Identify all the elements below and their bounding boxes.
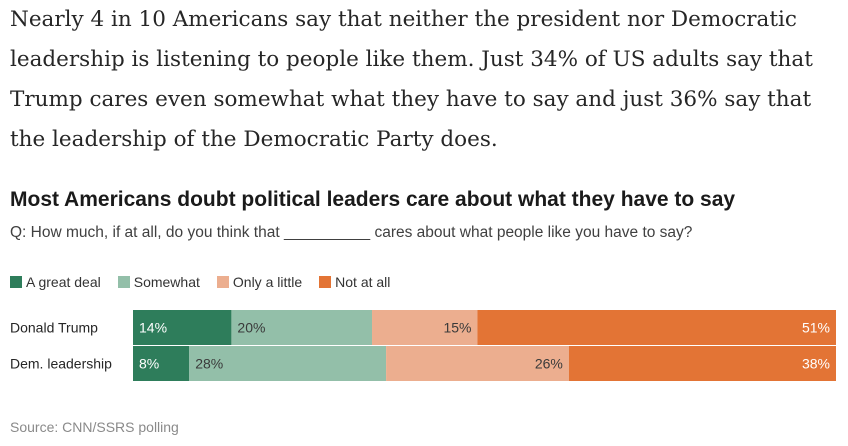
- data-label-dem-leadership-only-a-little: 26%: [535, 356, 563, 372]
- data-label-dem-leadership-a-great-deal: 8%: [139, 356, 159, 372]
- bar-donald-trump-only-a-little: [372, 310, 478, 345]
- legend-swatch-not-at-all: [319, 276, 332, 288]
- legend-item-great-deal: A great deal: [10, 274, 101, 290]
- data-label-donald-trump-somewhat: 20%: [237, 320, 265, 336]
- chart-question: Q: How much, if at all, do you think tha…: [10, 224, 693, 241]
- bar-dem-leadership-only-a-little: [386, 346, 569, 381]
- bar-dem-leadership-not-at-all: [568, 346, 836, 381]
- legend-item-only-a-little: Only a little: [216, 274, 303, 290]
- category-label-donald-trump: Donald Trump: [10, 320, 98, 336]
- data-label-donald-trump-a-great-deal: 14%: [139, 320, 167, 336]
- category-label-dem-leadership: Dem. leadership: [10, 356, 112, 372]
- legend-label-somewhat: Somewhat: [133, 274, 200, 290]
- data-label-donald-trump-only-a-little: 15%: [443, 320, 471, 336]
- legend-label-great-deal: A great deal: [26, 274, 101, 290]
- bar-dem-leadership-a-great-deal: [133, 346, 190, 381]
- legend-item-somewhat: Somewhat: [117, 274, 200, 290]
- legend-label-only-a-little: Only a little: [232, 274, 303, 290]
- legend-swatch-great-deal: [10, 276, 22, 288]
- source-note: Source: CNN/SSRS polling: [10, 419, 179, 435]
- stacked-bar-chart: Donald Trump 14% 20% 15% 51% Dem. leadership 8…: [10, 310, 836, 381]
- bar-donald-trump-somewhat: [231, 310, 373, 345]
- legend-swatch-somewhat: [117, 276, 130, 288]
- article-paragraph: Nearly 4 in 10 Americans say that neithe…: [10, 7, 813, 152]
- data-label-donald-trump-not-at-all: 51%: [802, 320, 830, 336]
- legend-item-not-at-all: Not at all: [319, 274, 390, 290]
- data-label-dem-leadership-somewhat: 28%: [195, 356, 223, 372]
- bar-donald-trump-not-at-all: [477, 310, 836, 345]
- bar-dem-leadership-somewhat: [189, 346, 387, 381]
- data-label-dem-leadership-not-at-all: 38%: [802, 356, 830, 372]
- legend-label-not-at-all: Not at all: [335, 274, 391, 290]
- chart-legend: A great deal Somewhat Only a little Not …: [10, 272, 407, 292]
- legend-swatch-only-a-little: [216, 276, 229, 288]
- bar-donald-trump-a-great-deal: [133, 310, 232, 345]
- chart-title: Most Americans doubt political leaders c…: [10, 188, 736, 211]
